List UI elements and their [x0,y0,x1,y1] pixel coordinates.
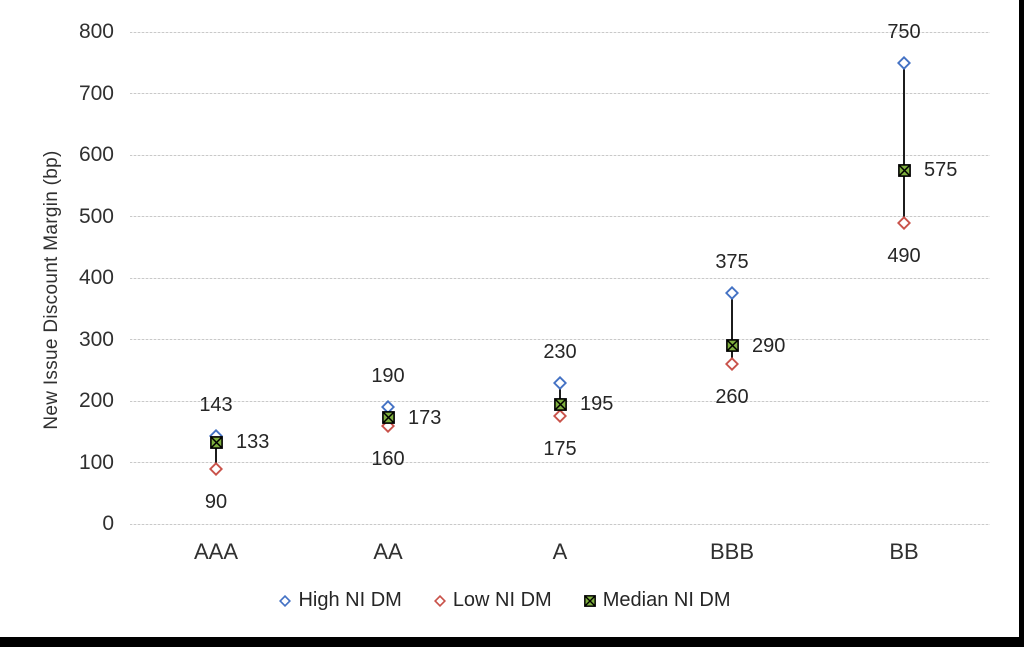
median-square-icon [583,594,596,607]
x-category-BBB: BBB [709,539,755,564]
data-label-low-AAA: 90 [204,490,228,513]
connector-BB [903,62,905,223]
data-point-high-BBB [725,286,739,301]
x-category-AAA: AAA [193,539,239,564]
gridline-800 [130,31,990,33]
high-diamond-icon [279,594,292,607]
gridline-600 [130,154,990,156]
legend-item-high: High NI DM [279,589,402,612]
y-tick-700: 700 [78,81,114,105]
data-point-median-A [553,397,567,411]
data-label-high-AA: 190 [371,365,405,388]
image-right-border [1019,0,1024,647]
legend: High NI DM Low NI DM Median NI DM [0,589,1010,612]
connector-BBB [731,293,733,365]
gridline-400 [130,277,990,279]
connector-AAA [215,436,217,469]
data-label-high-BB: 750 [887,20,921,43]
x-category-A: A [552,539,568,564]
data-label-median-BB: 575 [924,159,958,182]
legend-label-median: Median NI DM [602,589,731,611]
data-label-high-A: 230 [543,340,577,363]
legend-item-low: Low NI DM [433,589,552,612]
data-label-median-AA: 173 [408,406,442,429]
gridline-100 [130,462,990,463]
data-label-high-AAA: 143 [199,394,233,417]
data-point-median-AAA [209,435,223,449]
data-label-low-BB: 490 [887,244,921,267]
y-axis-title: New Issue Discount Margin (bp) [41,150,62,430]
data-label-low-BBB: 260 [715,386,749,409]
data-point-median-BB [897,163,911,177]
legend-label-low: Low NI DM [452,589,552,611]
data-point-low-BBB [725,357,739,372]
data-label-low-AA: 160 [371,447,405,470]
data-label-high-BBB: 375 [715,251,749,274]
gridline-0 [130,523,990,525]
gridline-300 [130,339,990,340]
data-label-median-BBB: 290 [752,334,786,357]
data-label-low-A: 175 [543,438,577,461]
x-category-BB: BB [889,539,919,564]
y-tick-400: 400 [78,266,114,289]
image-bottom-border [0,637,1024,647]
data-point-high-A [553,375,567,390]
y-tick-300: 300 [78,327,114,351]
data-label-median-A: 195 [580,393,614,416]
data-point-median-AA [381,411,395,424]
data-point-median-BBB [725,339,739,353]
x-category-AA: AA [373,539,403,564]
data-point-low-BB [897,215,911,230]
data-label-median-AAA: 133 [236,431,270,454]
y-tick-800: 800 [78,20,114,43]
data-point-low-AAA [209,461,223,476]
y-tick-600: 600 [78,143,114,166]
y-tick-0: 0 [102,512,114,535]
y-tick-200: 200 [78,389,114,412]
y-tick-100: 100 [78,450,114,474]
gridline-500 [130,216,990,217]
data-point-high-BB [897,55,911,70]
y-tick-500: 500 [78,204,114,228]
gridline-700 [130,93,990,94]
legend-label-high: High NI DM [298,589,402,611]
legend-item-median: Median NI DM [583,589,731,612]
data-point-low-A [553,409,567,424]
low-diamond-icon [433,594,446,607]
